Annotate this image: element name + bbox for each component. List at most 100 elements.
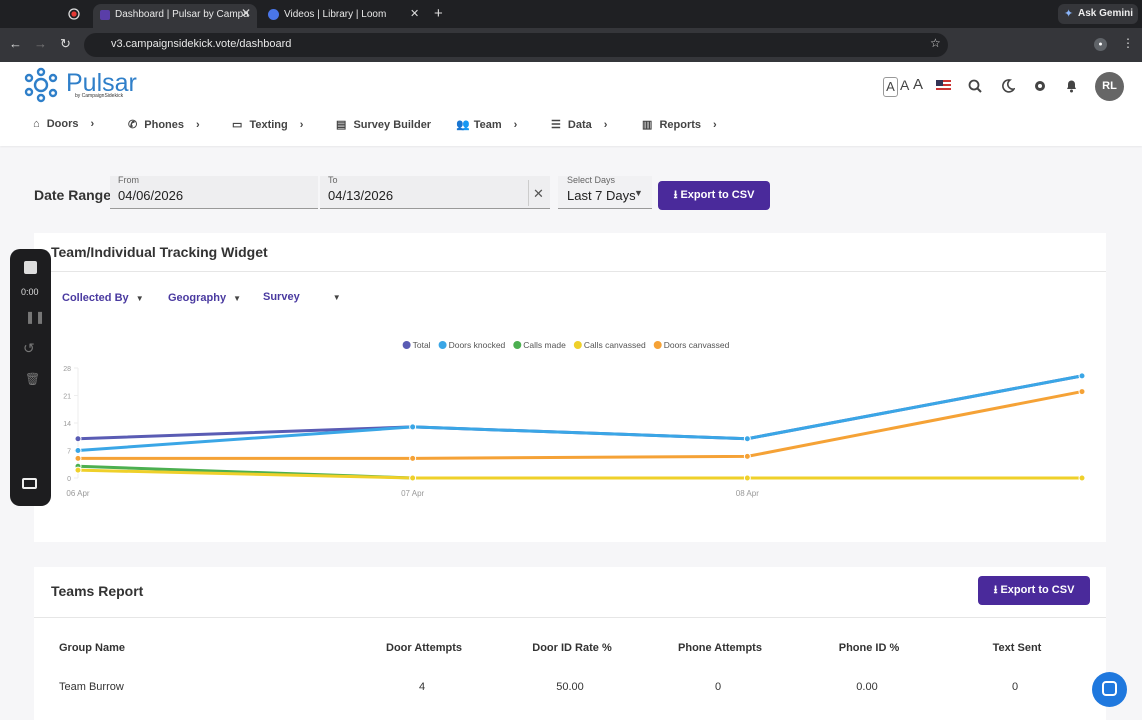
filter-dropdown[interactable]: Collected By ▼ bbox=[62, 292, 144, 304]
days-select[interactable] bbox=[558, 176, 652, 209]
data-point bbox=[409, 423, 417, 431]
stop-button[interactable] bbox=[24, 261, 37, 274]
nav-item[interactable]: ▤ Survey Builder bbox=[336, 119, 432, 131]
column-header: Group Name bbox=[59, 642, 126, 654]
line-chart: 0 7 14 21 28 06 Apr 07 Apr 08 Apr Total Doors kno… bbox=[63, 340, 1086, 498]
nav-item[interactable]: 👥 Team › bbox=[456, 119, 518, 131]
table-cell: 4 bbox=[418, 681, 426, 693]
divider bbox=[34, 271, 1106, 272]
back-button[interactable]: ← bbox=[9, 36, 22, 51]
dark-mode-icon[interactable] bbox=[1001, 79, 1015, 93]
settings-icon[interactable] bbox=[1033, 79, 1047, 93]
ask-gemini[interactable]: Ask Gemini bbox=[1058, 4, 1138, 24]
nav-item[interactable]: ✆ Phones › bbox=[128, 119, 200, 131]
table-cell: 0.00 bbox=[856, 681, 878, 693]
y-tick-label: 28 bbox=[63, 366, 71, 373]
pause-button[interactable]: ❚❚ bbox=[25, 310, 46, 324]
url-text: v3.campaignsidekick.vote/dashboard bbox=[111, 38, 292, 50]
search-icon[interactable] bbox=[968, 79, 982, 93]
column-header: Door Attempts bbox=[386, 642, 462, 654]
notifications-icon[interactable] bbox=[1065, 79, 1078, 93]
series-line bbox=[77, 374, 1083, 452]
date-range-label: Date Range bbox=[34, 187, 112, 203]
report-title: Teams Report bbox=[51, 583, 144, 599]
column-header: Text Sent bbox=[992, 642, 1042, 654]
nav-item[interactable]: ▥ Reports › bbox=[642, 119, 717, 131]
legend-marker bbox=[573, 341, 582, 349]
data-point bbox=[1078, 474, 1086, 482]
forward-button[interactable]: → bbox=[34, 36, 47, 51]
logo-text: Pulsar bbox=[66, 69, 137, 97]
y-tick-label: 0 bbox=[67, 476, 71, 483]
camera-button[interactable] bbox=[22, 478, 37, 489]
profile-button[interactable]: ● bbox=[1094, 38, 1107, 51]
tracking-widget bbox=[34, 233, 1106, 542]
reload-button[interactable]: ↻ bbox=[60, 36, 71, 51]
series-line bbox=[77, 468, 1082, 480]
y-tick-label: 21 bbox=[63, 394, 71, 401]
data-point bbox=[74, 435, 82, 443]
dropdown-label: Geography bbox=[168, 292, 227, 304]
nav-item[interactable]: ⌂ Doors › bbox=[33, 118, 95, 130]
filter-dropdown[interactable]: Survey ▼ bbox=[263, 291, 341, 303]
url-field[interactable] bbox=[84, 33, 948, 57]
button-label: Export to CSV bbox=[680, 189, 755, 201]
logo-subtitle: by CampaignSidekick bbox=[75, 93, 124, 99]
gemini-icon: ✦ bbox=[1064, 8, 1074, 20]
series-line bbox=[77, 464, 1082, 480]
legend-label: Doors knocked bbox=[449, 340, 506, 350]
recorder-panel bbox=[10, 249, 51, 506]
export-button[interactable]: ⭳ Export to CSV bbox=[978, 576, 1090, 605]
clear-button[interactable]: ✕ bbox=[533, 186, 544, 201]
tab-close[interactable]: ✕ bbox=[410, 8, 420, 20]
font-size-large[interactable]: A bbox=[913, 76, 924, 93]
menu-button[interactable]: ⋮ bbox=[1122, 36, 1134, 50]
to-field[interactable] bbox=[320, 176, 550, 209]
y-tick-label: 7 bbox=[67, 449, 71, 456]
dropdown-label: Survey bbox=[263, 291, 300, 303]
new-tab[interactable]: + bbox=[434, 5, 443, 22]
filter-dropdown[interactable]: Geography ▼ bbox=[168, 292, 242, 304]
browser-tab[interactable]: Dashboard | Pulsar by Campa bbox=[93, 4, 257, 28]
bookmark-star[interactable]: ☆ bbox=[930, 36, 941, 50]
data-point bbox=[409, 454, 417, 462]
button-label: Export to CSV bbox=[1000, 584, 1075, 596]
field-value: 04/13/2026 bbox=[328, 188, 394, 203]
data-point bbox=[74, 466, 82, 474]
legend-label: Calls made bbox=[523, 340, 566, 350]
field-label: To bbox=[328, 175, 338, 185]
app-header bbox=[0, 62, 1142, 146]
data-point bbox=[743, 452, 751, 460]
table-cell: Team Burrow bbox=[59, 681, 124, 693]
data-point bbox=[74, 454, 82, 462]
record-icon bbox=[68, 8, 80, 20]
legend-label: Doors canvassed bbox=[664, 340, 730, 350]
restart-button[interactable]: ↺ bbox=[23, 340, 35, 356]
browser-tab[interactable]: Videos | Library | Loom bbox=[284, 9, 387, 20]
x-tick-label: 06 Apr bbox=[66, 489, 89, 498]
nav-label: Reports bbox=[659, 119, 702, 131]
legend-label: Total bbox=[413, 340, 431, 350]
column-header: Phone ID % bbox=[838, 642, 900, 654]
font-size-small[interactable]: A bbox=[883, 77, 898, 97]
table-cell: 0 bbox=[714, 681, 722, 693]
nav-label: Data bbox=[567, 119, 592, 131]
nav-item[interactable]: ☰ Data › bbox=[551, 119, 608, 131]
from-field[interactable] bbox=[110, 176, 318, 209]
data-point bbox=[743, 474, 751, 482]
widget-title: Team/Individual Tracking Widget bbox=[51, 244, 268, 260]
language-flag[interactable] bbox=[936, 80, 951, 91]
dropdown-caret: ▼ bbox=[634, 188, 643, 198]
delete-button[interactable]: 🗑 bbox=[25, 372, 41, 386]
divider bbox=[528, 180, 529, 206]
legend-marker bbox=[402, 341, 411, 349]
chat-launcher[interactable] bbox=[1092, 672, 1127, 707]
nav-item[interactable]: ▭ Texting › bbox=[232, 119, 304, 131]
export-button[interactable]: ⭳ Export to CSV bbox=[658, 181, 770, 210]
font-size-medium[interactable]: A bbox=[900, 77, 910, 93]
data-point bbox=[1078, 372, 1086, 380]
user-avatar[interactable]: RL bbox=[1095, 72, 1124, 101]
x-tick-label: 07 Apr bbox=[401, 489, 424, 498]
tab-close[interactable]: ✕ bbox=[241, 6, 252, 20]
column-header: Door ID Rate % bbox=[532, 642, 612, 654]
